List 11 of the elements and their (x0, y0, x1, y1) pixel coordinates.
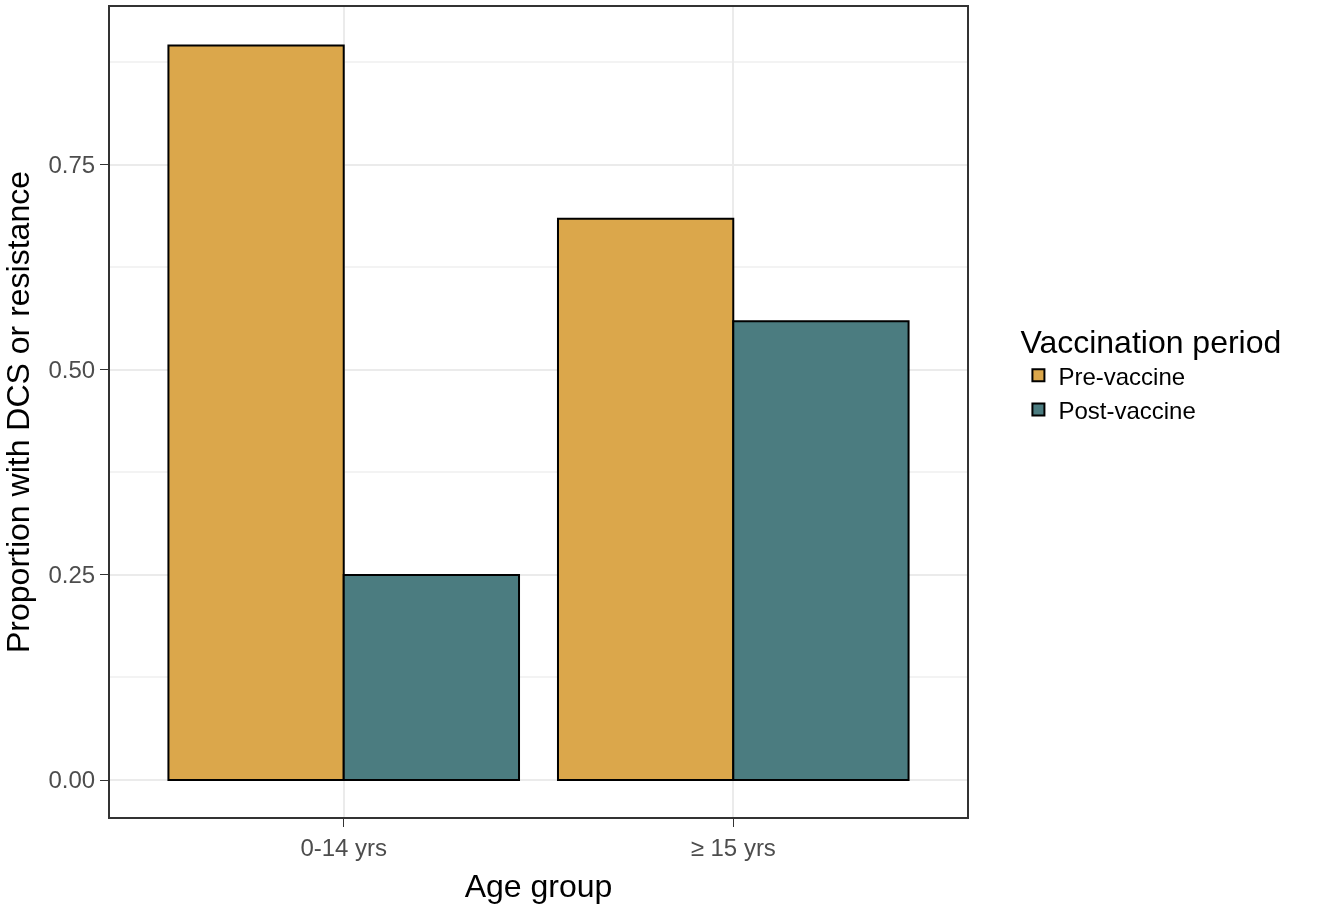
y-tick-label: 0.00 (48, 766, 96, 794)
y-tick-label: 0.50 (48, 356, 96, 384)
x-tick-label: 0-14 yrs (300, 833, 388, 861)
y-tick-label: 0.75 (48, 150, 96, 178)
y-tick-label: 0.25 (48, 561, 96, 589)
x-tick-label: ≥ 15 yrs (690, 833, 776, 861)
legend-label: Post-vaccine (1058, 396, 1196, 424)
x-axis-title: Age group (464, 868, 613, 905)
legend-title: Vaccination period (1020, 324, 1282, 361)
y-axis-title: Proportion with DCS or resistance (0, 171, 36, 653)
legend-label: Pre-vaccine (1058, 362, 1186, 390)
